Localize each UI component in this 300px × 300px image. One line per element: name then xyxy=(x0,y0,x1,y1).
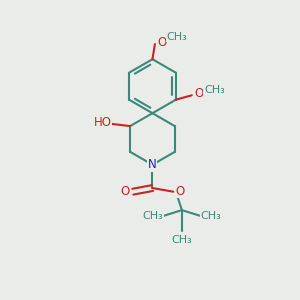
Text: N: N xyxy=(148,158,157,171)
Text: CH₃: CH₃ xyxy=(200,211,221,221)
Text: HO: HO xyxy=(93,116,111,129)
Text: CH₃: CH₃ xyxy=(172,235,192,244)
Text: O: O xyxy=(194,87,203,100)
Text: CH₃: CH₃ xyxy=(167,32,188,42)
Text: O: O xyxy=(157,36,167,49)
Text: CH₃: CH₃ xyxy=(142,211,163,221)
Text: O: O xyxy=(121,185,130,198)
Text: CH₃: CH₃ xyxy=(204,85,225,94)
Text: O: O xyxy=(176,185,185,198)
